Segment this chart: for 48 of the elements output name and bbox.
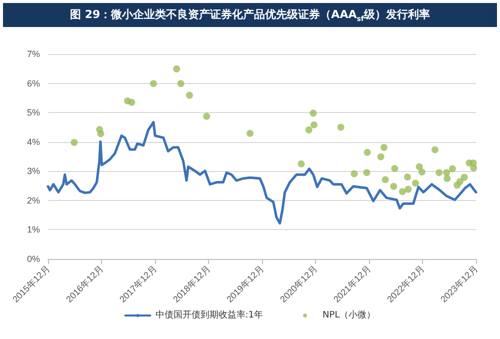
point xyxy=(177,80,184,88)
legend-label: NPL（小微） xyxy=(322,310,376,320)
y-tick-label: 3% xyxy=(26,166,40,176)
point xyxy=(404,186,412,193)
point xyxy=(337,124,344,131)
point xyxy=(416,163,423,170)
point xyxy=(391,165,398,172)
y-tick-label: 5% xyxy=(26,108,40,118)
point xyxy=(443,169,450,176)
point xyxy=(436,169,443,176)
point xyxy=(310,121,318,128)
point xyxy=(298,160,305,168)
point xyxy=(350,170,358,178)
point xyxy=(404,174,411,180)
point xyxy=(97,130,104,138)
point xyxy=(70,138,78,146)
y-tick-label: 4% xyxy=(26,136,40,147)
y-tick-label: 7% xyxy=(26,49,40,59)
point xyxy=(305,126,312,134)
point xyxy=(456,178,464,186)
y-tick-label: 2% xyxy=(26,195,40,206)
point xyxy=(186,92,193,99)
point xyxy=(382,176,389,184)
point xyxy=(128,98,136,106)
point xyxy=(460,174,468,181)
point xyxy=(380,144,388,151)
point xyxy=(448,165,456,172)
legend-label: 中债国开债到期收益率:1年 xyxy=(155,310,264,320)
point xyxy=(150,80,157,88)
point xyxy=(364,148,371,156)
y-tick-label: 1% xyxy=(26,224,40,235)
point xyxy=(246,130,254,137)
point xyxy=(470,164,478,172)
y-tick-label: 0% xyxy=(26,254,40,264)
point xyxy=(377,153,384,160)
point xyxy=(363,169,370,176)
point xyxy=(173,65,180,72)
point xyxy=(412,180,420,187)
point xyxy=(398,188,406,196)
point xyxy=(431,146,438,154)
line-series xyxy=(46,120,478,225)
point xyxy=(418,168,426,176)
point xyxy=(203,112,210,120)
point xyxy=(390,182,398,190)
y-tick-label: 6% xyxy=(26,78,40,88)
point xyxy=(310,110,317,117)
point xyxy=(444,174,451,182)
chart-title: 图 29：微小企业类不良资产证券化产品优先级证券（AAA$_{sf}$级）发行利率 xyxy=(3,3,497,27)
